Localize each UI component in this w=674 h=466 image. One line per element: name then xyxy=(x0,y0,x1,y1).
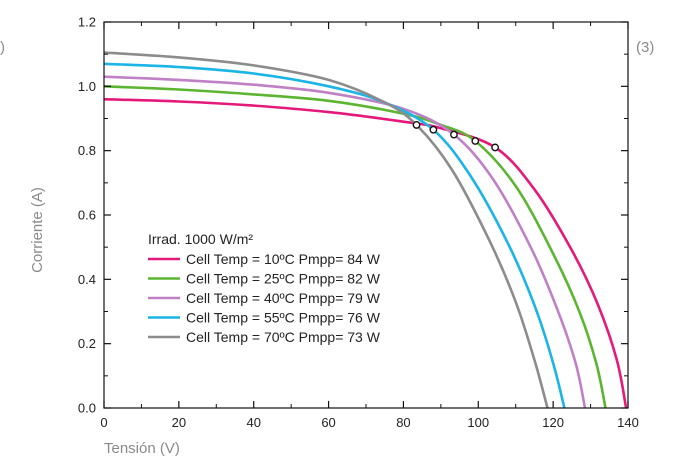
x-tick-label-0: 0 xyxy=(100,415,107,430)
legend-title: Irrad. 1000 W/m² xyxy=(148,231,253,247)
x-tick-label-6: 120 xyxy=(542,415,564,430)
y-axis-title: Corriente (A) xyxy=(29,187,46,273)
corner-label-right: (3) xyxy=(636,39,654,56)
corner-label-left: ) xyxy=(0,39,5,56)
mpp-marker-3 xyxy=(429,125,438,134)
y-tick-label-1: 0.2 xyxy=(78,336,96,351)
x-tick-label-4: 80 xyxy=(396,415,410,430)
x-tick-label-5: 100 xyxy=(467,415,489,430)
legend-entry-1: Cell Temp = 25ºC Pmpp= 82 W xyxy=(186,271,381,287)
series-line-1 xyxy=(103,85,607,409)
y-tick-label-4: 0.8 xyxy=(78,143,96,158)
mpp-marker-4 xyxy=(412,121,421,129)
legend-entry-3: Cell Temp = 55ºC Pmpp= 76 W xyxy=(186,310,381,326)
legend: Irrad. 1000 W/m² Cell Temp = 10ºC Pmpp= … xyxy=(148,231,381,345)
x-tick-label-3: 60 xyxy=(321,415,335,430)
x-tick-label-7: 140 xyxy=(617,415,639,430)
legend-entry-4: Cell Temp = 70ºC Pmpp= 73 W xyxy=(186,329,381,345)
mpp-marker-1 xyxy=(471,137,480,145)
mpp-marker-0 xyxy=(491,143,500,152)
mpp-markers xyxy=(412,121,500,152)
legend-entry-0: Cell Temp = 10ºC Pmpp= 84 W xyxy=(186,251,381,267)
y-tick-label-3: 0.6 xyxy=(78,208,96,223)
x-tick-label-1: 20 xyxy=(172,415,186,430)
legend-entry-2: Cell Temp = 40ºC Pmpp= 79 W xyxy=(186,290,381,306)
y-tick-label-0: 0.0 xyxy=(78,401,96,416)
y-tick-label-5: 1.0 xyxy=(78,79,96,94)
x-axis-title: Tensión (V) xyxy=(104,440,180,457)
axes: 0 20 40 60 80 100 120 140 0.0 0.2 0.4 0.6 0.8 1.0 1.2 xyxy=(78,15,639,431)
x-tick-label-2: 40 xyxy=(246,415,260,430)
mpp-marker-2 xyxy=(450,130,458,139)
y-tick-label-2: 0.4 xyxy=(78,272,96,287)
y-tick-label-6: 1.2 xyxy=(78,15,96,30)
